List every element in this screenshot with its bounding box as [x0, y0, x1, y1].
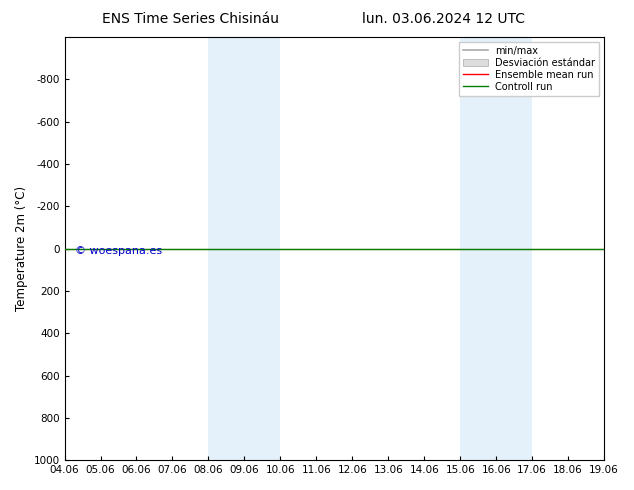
Legend: min/max, Desviación estándar, Ensemble mean run, Controll run: min/max, Desviación estándar, Ensemble m…: [460, 42, 599, 96]
Text: ENS Time Series Chisináu: ENS Time Series Chisináu: [101, 12, 279, 26]
Text: lun. 03.06.2024 12 UTC: lun. 03.06.2024 12 UTC: [362, 12, 526, 26]
Bar: [460, 37, 532, 460]
Bar: [209, 37, 280, 460]
Y-axis label: Temperature 2m (°C): Temperature 2m (°C): [15, 186, 28, 311]
Text: © woespana.es: © woespana.es: [75, 246, 162, 256]
